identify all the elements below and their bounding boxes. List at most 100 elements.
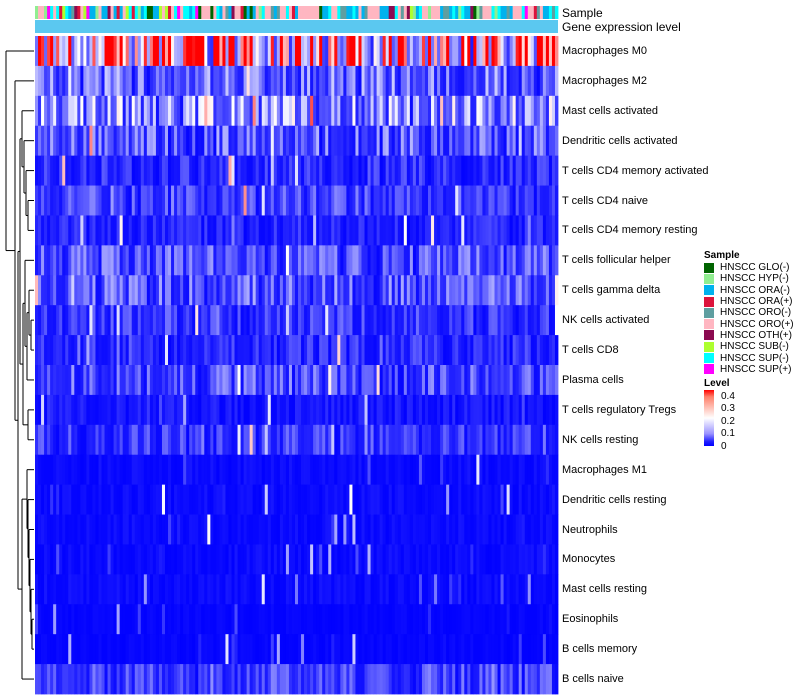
heatmap-cell xyxy=(38,604,42,635)
heatmap-cell xyxy=(134,305,139,336)
heatmap-cell xyxy=(298,215,302,246)
heatmap-cell xyxy=(464,36,468,67)
heatmap-cell xyxy=(113,275,118,306)
heatmap-cell xyxy=(186,155,190,186)
heatmap-cell xyxy=(237,215,241,246)
heatmap-cell xyxy=(473,514,477,545)
heatmap-cell xyxy=(288,365,293,396)
sample-cell xyxy=(228,6,232,19)
heatmap-cell xyxy=(122,365,127,396)
heatmap-cell xyxy=(458,245,462,276)
sample-cell xyxy=(183,6,187,19)
sample-cell xyxy=(35,6,39,19)
heatmap-cell xyxy=(92,424,96,456)
heatmap-cell xyxy=(195,544,199,575)
heatmap-cell xyxy=(394,155,399,186)
heatmap-cell xyxy=(198,65,202,97)
sample-cell xyxy=(143,6,148,19)
heatmap-cell xyxy=(440,125,444,157)
heatmap-cell xyxy=(403,394,408,426)
heatmap-cell xyxy=(192,484,196,515)
heatmap-cell xyxy=(409,664,414,695)
heatmap-cell xyxy=(113,664,118,695)
heatmap-cell xyxy=(391,634,396,665)
heatmap-cell xyxy=(164,125,169,157)
heatmap-cell xyxy=(174,454,178,486)
heatmap-cell xyxy=(397,65,402,97)
heatmap-cell xyxy=(249,125,254,157)
heatmap-cell xyxy=(125,604,130,635)
heatmap-cell xyxy=(71,36,75,67)
heatmap-cell xyxy=(415,514,420,545)
heatmap-cell xyxy=(527,36,532,67)
heatmap-cell xyxy=(186,454,190,486)
heatmap-cell xyxy=(195,664,199,695)
heatmap-cell xyxy=(92,394,96,426)
heatmap-cell xyxy=(397,305,402,336)
heatmap-cell xyxy=(355,604,359,635)
heatmap-cell xyxy=(494,574,498,605)
heatmap-cell xyxy=(467,185,471,216)
legend-label: HNSCC HYP(-) xyxy=(720,273,789,285)
heatmap-cell xyxy=(509,155,514,186)
heatmap-cell xyxy=(458,664,462,695)
heatmap-cell xyxy=(146,365,151,396)
heatmap-cell xyxy=(164,634,169,665)
heatmap-cell xyxy=(412,185,417,216)
heatmap-cell xyxy=(171,215,175,246)
heatmap-cell xyxy=(158,215,163,246)
heatmap-cell xyxy=(116,215,121,246)
heatmap-cell xyxy=(279,365,284,396)
heatmap-cell xyxy=(343,36,347,67)
heatmap-cell xyxy=(409,36,414,67)
heatmap-cell xyxy=(107,365,111,396)
heatmap-cell xyxy=(186,125,190,157)
heatmap-cell xyxy=(240,215,244,246)
heatmap-cell xyxy=(424,36,429,67)
heatmap-cell xyxy=(440,514,444,545)
heatmap-cell xyxy=(485,514,489,545)
heatmap-cell xyxy=(500,574,504,605)
heatmap-cell xyxy=(237,335,241,366)
heatmap-cell xyxy=(367,125,371,157)
heatmap-cell xyxy=(177,634,181,665)
heatmap-cell xyxy=(379,155,384,186)
heatmap-cell xyxy=(536,245,541,276)
heatmap-cell xyxy=(107,125,111,157)
heatmap-cell xyxy=(391,394,396,426)
heatmap-cell xyxy=(243,544,248,575)
heatmap-cell xyxy=(340,335,344,366)
heatmap-cell xyxy=(288,484,293,515)
heatmap-cell xyxy=(346,394,350,426)
heatmap-cell xyxy=(500,454,504,486)
heatmap-cell xyxy=(35,305,39,336)
heatmap-cell xyxy=(285,65,290,97)
heatmap-cell xyxy=(428,335,432,366)
heatmap-cell xyxy=(180,155,184,186)
heatmap-cell xyxy=(424,185,429,216)
heatmap-cell xyxy=(38,95,42,127)
heatmap-cell xyxy=(455,245,459,276)
heatmap-cell xyxy=(376,365,381,396)
heatmap-cell xyxy=(101,574,105,605)
heatmap-cell xyxy=(349,514,353,545)
heatmap-cell xyxy=(65,275,69,306)
sample-cell xyxy=(352,6,356,19)
heatmap-cell xyxy=(41,454,45,486)
heatmap-cell xyxy=(322,394,326,426)
heatmap-cell xyxy=(337,155,341,186)
heatmap-cell xyxy=(59,215,63,246)
heatmap-cell xyxy=(473,424,477,456)
heatmap-cell xyxy=(400,305,405,336)
heatmap-cell xyxy=(92,514,96,545)
heatmap-cell xyxy=(515,95,520,127)
heatmap-cell xyxy=(479,634,483,665)
heatmap-cell xyxy=(488,484,492,515)
heatmap-cell xyxy=(276,365,281,396)
heatmap-cell xyxy=(273,125,278,157)
heatmap-cell xyxy=(65,514,69,545)
heatmap-cell xyxy=(400,155,405,186)
heatmap-cell xyxy=(343,335,347,366)
heatmap-cell xyxy=(319,305,323,336)
heatmap-cell xyxy=(80,634,84,665)
